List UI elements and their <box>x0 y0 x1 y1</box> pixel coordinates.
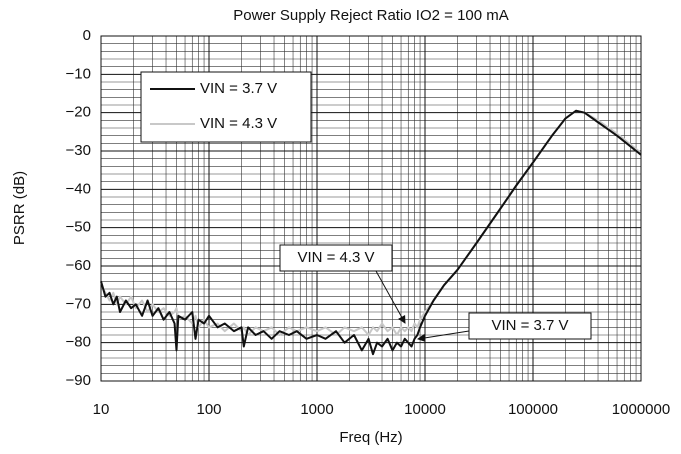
legend-label: VIN = 3.7 V <box>200 80 277 97</box>
y-tick-label: −10 <box>66 65 91 82</box>
series-line <box>100 109 642 356</box>
y-tick-label: −40 <box>66 180 91 197</box>
x-tick-label: 10000 <box>404 401 446 418</box>
annotation-text: VIN = 3.7 V <box>491 317 568 334</box>
x-tick-label: 1000 <box>300 401 333 418</box>
annotation-arrow <box>417 330 470 342</box>
annotation-box <box>279 244 393 272</box>
lines <box>100 109 642 356</box>
y-tick-label: −90 <box>66 372 91 389</box>
chart-title: Power Supply Reject Ratio IO2 = 100 mA <box>233 7 509 24</box>
series-line <box>100 109 642 336</box>
y-axis-label: PSRR (dB) <box>11 171 28 245</box>
legend-label: VIN = 4.3 V <box>200 115 277 132</box>
y-tick-label: −50 <box>66 219 91 236</box>
x-tick-label: 100000 <box>508 401 558 418</box>
annotation: VIN = 4.3 V <box>279 244 406 324</box>
plot-frame <box>100 35 642 382</box>
x-tick-label: 10 <box>93 401 110 418</box>
y-tick-label: 0 <box>83 27 91 44</box>
x-axis-label: Freq (Hz) <box>339 429 402 446</box>
x-tick-label: 100 <box>196 401 221 418</box>
y-tick-label: −30 <box>66 142 91 159</box>
y-tick-label: −20 <box>66 104 91 121</box>
legend: VIN = 4.3 V VIN = 3.7 V <box>140 71 312 143</box>
legend-box <box>140 71 312 143</box>
y-tick-label: −80 <box>66 334 91 351</box>
annotation-arrow <box>375 270 406 324</box>
x-tick-label: 1000000 <box>612 401 670 418</box>
annotation-text: VIN = 4.3 V <box>297 249 374 266</box>
annotation-box <box>468 312 592 340</box>
y-tick-label: −60 <box>66 257 91 274</box>
annotation: VIN = 3.7 V <box>417 312 592 342</box>
y-tick-label: −70 <box>66 295 91 312</box>
